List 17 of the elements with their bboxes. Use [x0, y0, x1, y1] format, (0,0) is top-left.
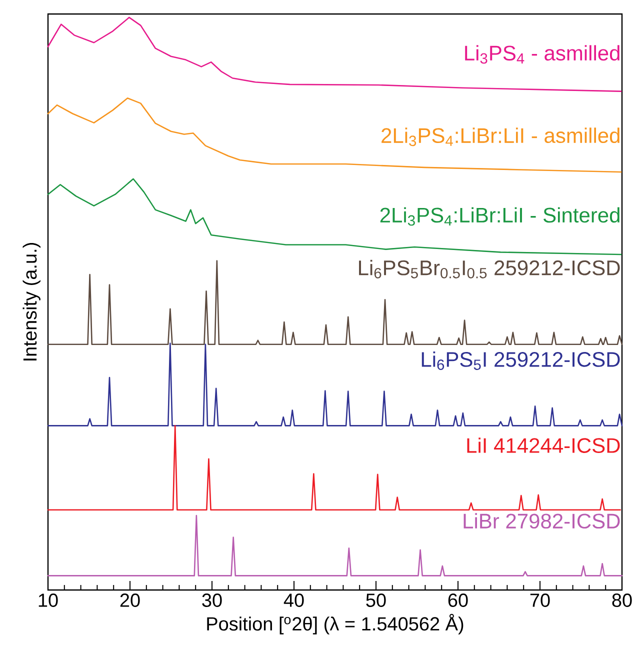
x-tick-label: 80	[612, 594, 632, 607]
x-tick-label: 30	[202, 594, 222, 607]
text: LiI 414244-ICSD	[467, 438, 620, 453]
x-tick-label: 20	[120, 594, 140, 607]
x-tick-label: 70	[530, 594, 550, 607]
series-label: Li$_{3}$PS$_{4}$ - asmilled	[465, 45, 620, 64]
x-tick-label: 50	[366, 594, 386, 607]
x-tick-label: 40	[284, 594, 304, 607]
x-tick-label: 10	[38, 594, 58, 607]
text: Li$_{6}$PS$_{5}$I 259212-ICSD	[422, 351, 620, 370]
x-tick-label: 60	[448, 594, 468, 607]
x-axis-title: Position [$^{o}$2θ] (λ = 1.540562 Å)	[207, 614, 464, 634]
series-label: 2Li$_{3}$PS$_{4}$:LiBr:LiI - Sintered	[380, 207, 620, 226]
series-label: LiBr 27982-ICSD	[464, 513, 620, 529]
y-axis-title: Intensity (a.u.)	[22, 243, 40, 360]
series-label: 2Li$_{3}$PS$_{4}$:LiBr:LiI - asmilled	[382, 128, 620, 146]
text: Li$_{6}$PS$_{5}$Br$_{0.5}$I$_{0.5}$ 259212-ICSD	[359, 260, 620, 278]
